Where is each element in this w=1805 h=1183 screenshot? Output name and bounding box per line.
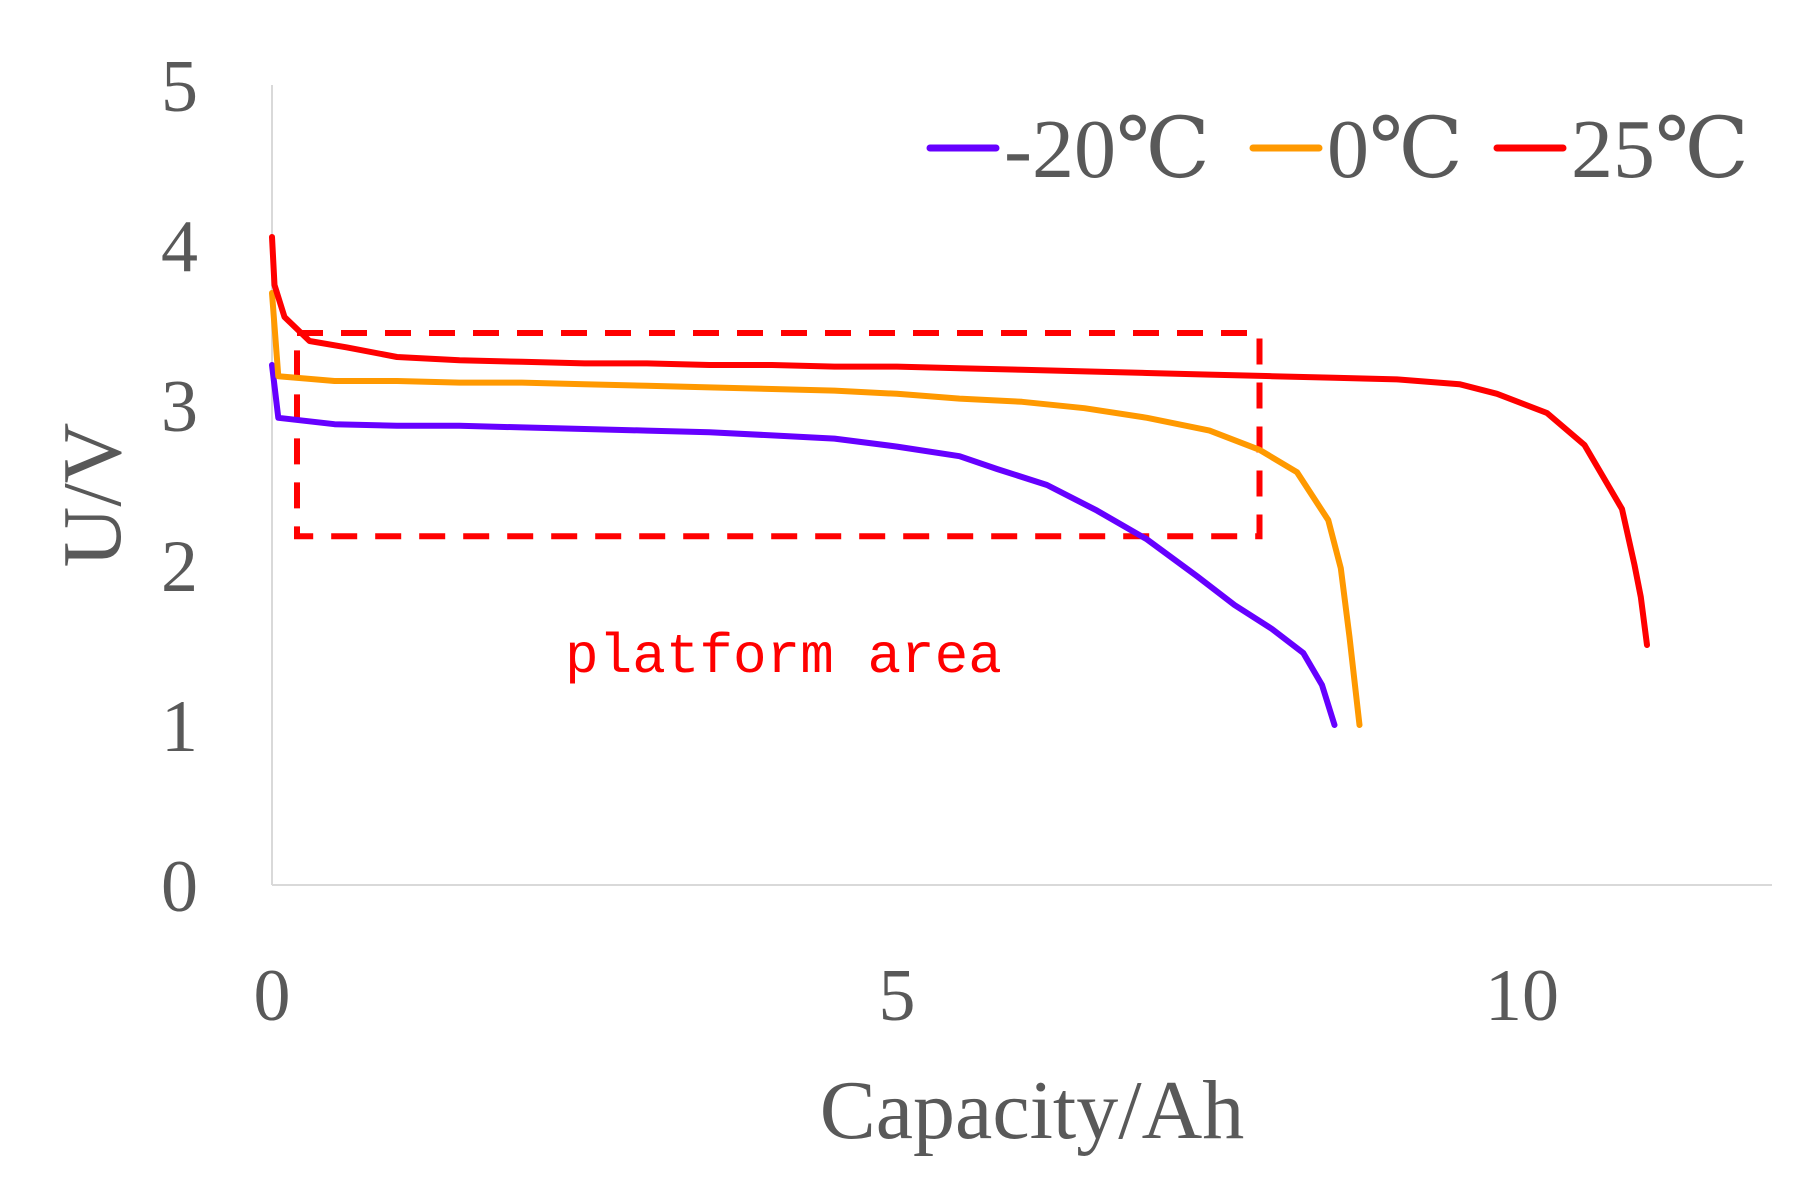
x-tick-label: 10 <box>1485 955 1559 1037</box>
platform-area-label: platform area <box>565 625 1002 689</box>
annotation-layer: platform area <box>294 330 1263 689</box>
legend-label: -20℃ <box>1004 103 1210 196</box>
plot-area: 0 1 2 3 4 5 0 5 10 platform area <box>161 46 1772 1037</box>
y-axis-title: U/V <box>46 423 139 568</box>
x-axis-ticks: 0 5 10 <box>254 955 1560 1037</box>
series-line <box>269 362 1338 728</box>
y-tick-label: 0 <box>161 846 198 928</box>
x-axis-title: Capacity/Ah <box>820 1064 1245 1157</box>
y-tick-label: 5 <box>161 46 198 128</box>
y-tick-label: 4 <box>161 206 198 288</box>
legend-label: 0℃ <box>1327 103 1463 196</box>
y-tick-label: 2 <box>161 526 198 608</box>
y-tick-label: 1 <box>161 686 198 768</box>
series-line <box>269 234 1650 648</box>
series-line <box>269 290 1363 728</box>
legend: -20℃ 0℃ 25℃ <box>926 103 1749 196</box>
x-tick-label: 5 <box>879 955 916 1037</box>
platform-area-box <box>294 330 1263 540</box>
legend-label: 25℃ <box>1571 103 1749 196</box>
y-tick-label: 3 <box>161 366 198 448</box>
y-axis-ticks: 0 1 2 3 4 5 <box>161 46 198 928</box>
x-tick-label: 0 <box>254 955 291 1037</box>
series-layer <box>269 234 1650 728</box>
